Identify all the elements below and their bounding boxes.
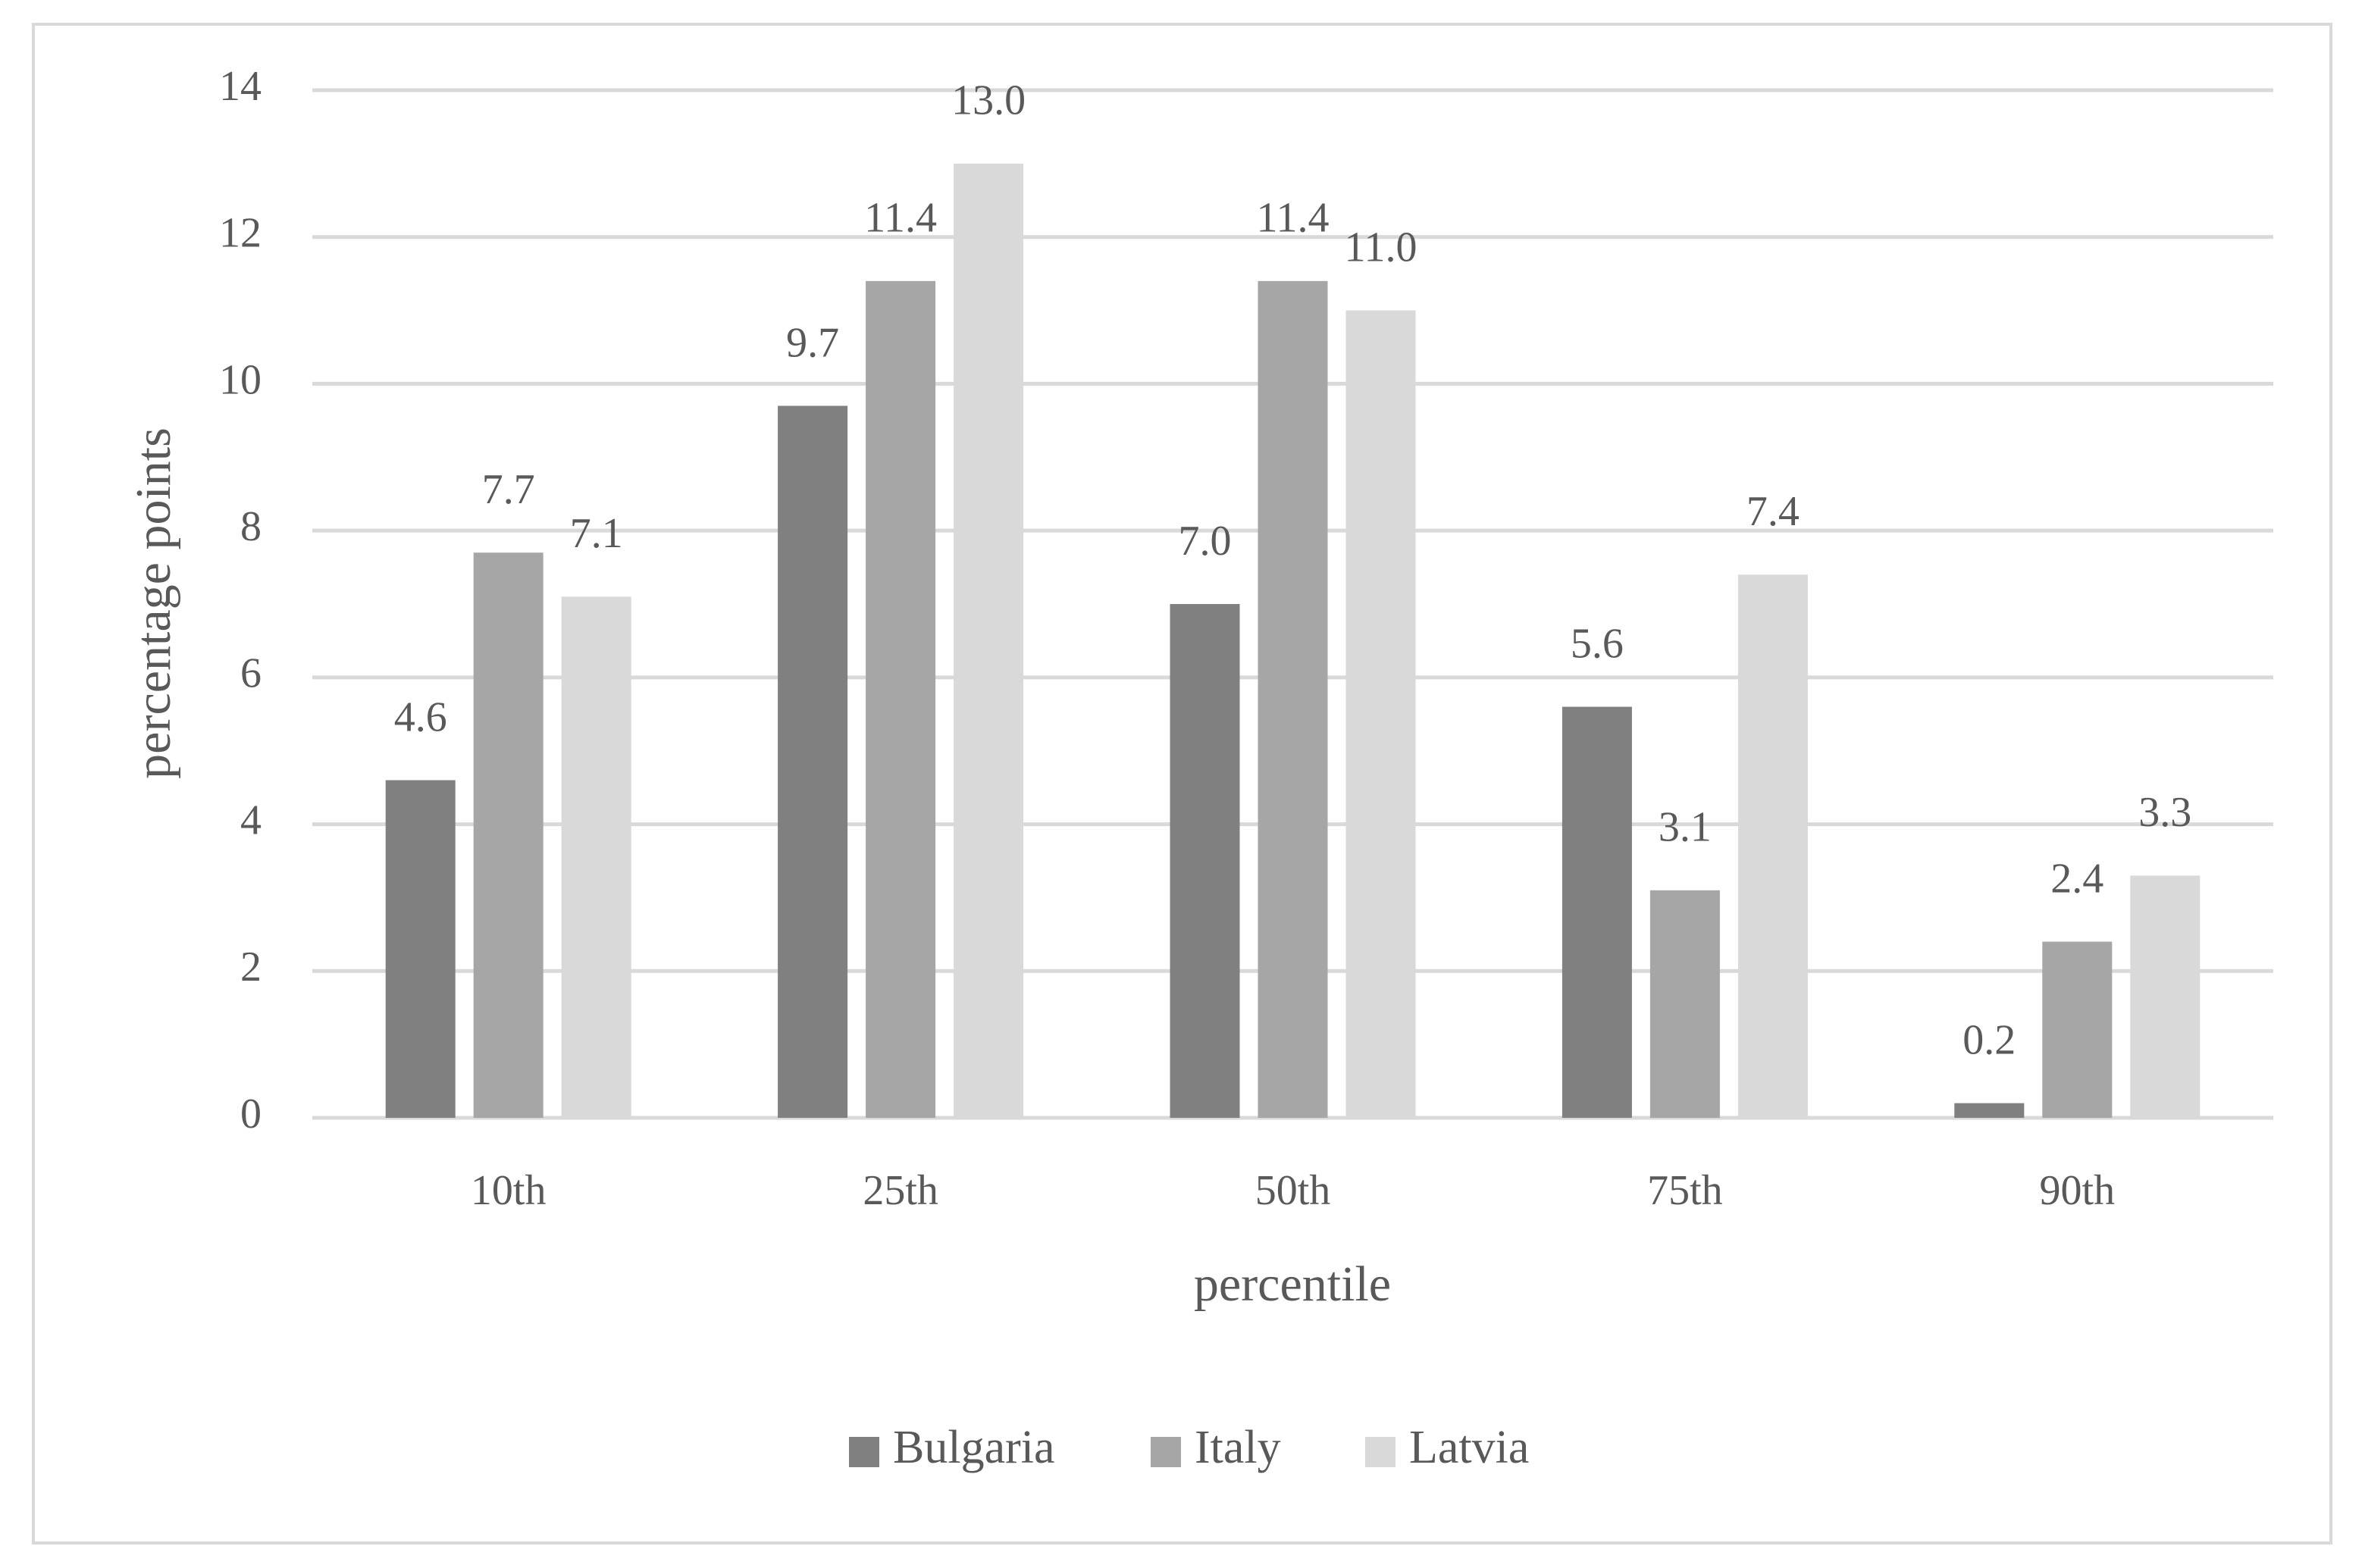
- y-tick-label: 4: [240, 797, 262, 843]
- bar: [561, 596, 631, 1118]
- x-tick-label: 25th: [863, 1167, 938, 1214]
- y-axis-title: percentage points: [126, 427, 181, 779]
- legend-swatch: [1365, 1437, 1396, 1467]
- data-label: 3.1: [1659, 804, 1712, 851]
- legend-label: Italy: [1195, 1422, 1281, 1473]
- bar: [2042, 941, 2113, 1118]
- bar: [2130, 875, 2201, 1118]
- data-label: 4.6: [394, 693, 447, 740]
- bar: [1562, 706, 1632, 1118]
- data-label: 5.6: [1571, 620, 1624, 667]
- data-label: 0.2: [1962, 1016, 2016, 1063]
- bar: [385, 780, 456, 1118]
- legend-swatch: [849, 1437, 879, 1467]
- bar: [1649, 890, 1720, 1118]
- legend-label: Bulgaria: [893, 1422, 1055, 1473]
- x-tick-label: 90th: [2040, 1167, 2116, 1214]
- bar: [1954, 1103, 2025, 1118]
- data-label: 13.0: [951, 77, 1026, 124]
- x-tick-label: 10th: [471, 1167, 547, 1214]
- data-label: 9.7: [786, 319, 839, 366]
- data-label: 3.3: [2138, 789, 2191, 836]
- data-label: 7.0: [1179, 518, 1232, 565]
- data-label: 7.1: [570, 510, 623, 557]
- bar: [866, 280, 936, 1118]
- y-tick-label: 6: [240, 650, 262, 697]
- bar: [1737, 574, 1808, 1118]
- data-label: 7.4: [1746, 488, 1800, 535]
- y-tick-label: 2: [240, 944, 262, 991]
- bar: [1345, 310, 1416, 1119]
- data-label: 11.4: [864, 195, 937, 242]
- bar: [473, 552, 543, 1118]
- y-tick-label: 0: [240, 1091, 262, 1138]
- data-label: 11.4: [1257, 195, 1330, 242]
- x-tick-label: 75th: [1647, 1167, 1723, 1214]
- legend-swatch: [1151, 1437, 1181, 1467]
- bar: [1258, 280, 1328, 1118]
- y-tick-label: 10: [219, 356, 262, 403]
- data-label: 11.0: [1345, 224, 1417, 271]
- bar: [954, 163, 1024, 1118]
- data-label: 2.4: [2050, 855, 2103, 902]
- y-tick-label: 12: [219, 210, 262, 257]
- x-axis-title: percentile: [1194, 1257, 1391, 1312]
- bar: [778, 405, 848, 1118]
- data-label: 7.7: [482, 466, 535, 513]
- legend-label: Latvia: [1409, 1422, 1529, 1473]
- y-tick-label: 14: [219, 63, 262, 110]
- y-tick-label: 8: [240, 503, 262, 550]
- x-tick-label: 50th: [1255, 1167, 1331, 1214]
- bar: [1170, 604, 1240, 1118]
